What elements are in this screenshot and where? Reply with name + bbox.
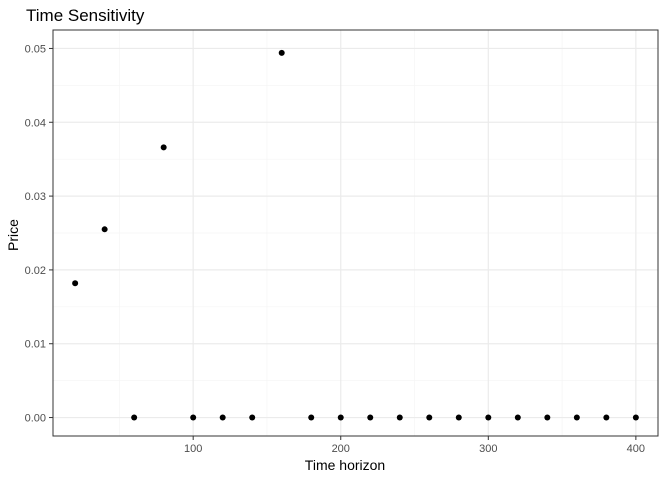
data-point — [131, 414, 138, 421]
data-point — [367, 414, 374, 421]
data-point — [603, 414, 610, 421]
x-axis-ticks: 100 200 300 400 — [184, 436, 645, 455]
y-axis-ticks: 0.00 0.01 0.02 0.03 0.04 0.05 — [25, 43, 53, 425]
y-tick-label: 0.02 — [25, 265, 46, 277]
data-point — [190, 414, 197, 421]
y-tick-label: 0.05 — [25, 43, 46, 55]
data-point — [514, 414, 521, 421]
data-point — [278, 49, 285, 56]
x-tick-label: 100 — [184, 443, 202, 455]
data-point — [72, 280, 79, 287]
data-point — [396, 414, 403, 421]
data-point — [455, 414, 462, 421]
data-point — [160, 144, 167, 151]
panel-border — [52, 29, 659, 437]
data-point — [573, 414, 580, 421]
data-point — [219, 414, 226, 421]
x-axis-title: Time horizon — [305, 457, 385, 473]
major-gridlines — [53, 30, 658, 436]
data-point — [426, 414, 433, 421]
data-point — [308, 414, 315, 421]
data-points — [72, 49, 639, 421]
data-point — [337, 414, 344, 421]
data-point — [101, 226, 108, 233]
x-tick-label: 300 — [479, 443, 497, 455]
y-tick-label: 0.03 — [25, 191, 46, 203]
y-axis-title: Price — [5, 219, 21, 251]
data-point — [249, 414, 256, 421]
y-tick-label: 0.00 — [25, 413, 46, 425]
chart-title: Time Sensitivity — [26, 6, 145, 25]
data-point — [485, 414, 492, 421]
x-tick-label: 200 — [332, 443, 350, 455]
y-tick-label: 0.01 — [25, 339, 46, 351]
data-point — [544, 414, 551, 421]
data-point — [632, 414, 639, 421]
minor-gridlines — [53, 30, 658, 436]
x-tick-label: 400 — [627, 443, 645, 455]
y-tick-label: 0.04 — [25, 117, 46, 129]
